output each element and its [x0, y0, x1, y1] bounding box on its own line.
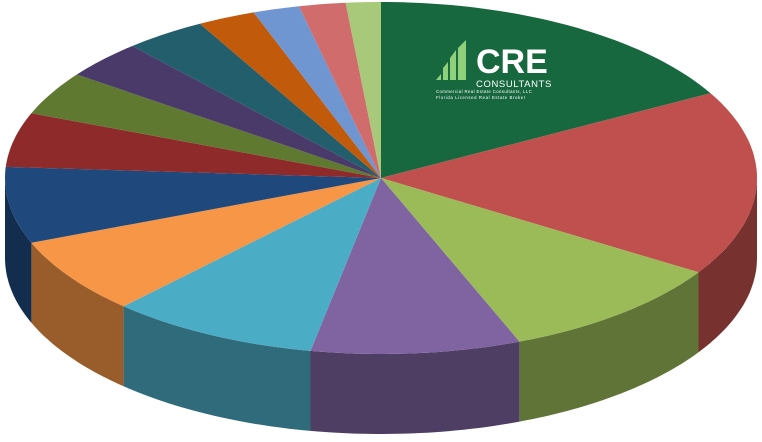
logo-line: Commercial Real Estate Consultants, LLC	[436, 89, 532, 94]
logo-line: Florida Licensed Real Estate Broker	[436, 95, 526, 100]
logo-subtitle: CONSULTANTS	[476, 79, 552, 90]
slice	[310, 178, 520, 354]
slice-side	[5, 178, 32, 323]
slice-side	[310, 341, 520, 434]
slice-side	[519, 272, 699, 422]
slice	[123, 178, 381, 351]
slice	[199, 12, 381, 179]
slice-side	[698, 178, 757, 353]
slice	[31, 178, 382, 307]
slice	[5, 166, 381, 243]
slice	[381, 178, 699, 342]
slice	[299, 2, 381, 178]
slice-side	[123, 306, 311, 431]
logo: CRE CONSULTANTS Commercial Real Estate C…	[436, 40, 552, 100]
slice	[345, 2, 381, 178]
slice	[381, 93, 757, 273]
slice	[132, 23, 381, 178]
logo-name: CRE	[476, 43, 548, 81]
slice	[76, 46, 382, 178]
pie	[5, 2, 757, 434]
slice	[5, 113, 381, 178]
slice	[253, 6, 381, 179]
slice	[31, 74, 382, 178]
logo-icon	[436, 40, 466, 80]
slice-side	[31, 242, 124, 387]
